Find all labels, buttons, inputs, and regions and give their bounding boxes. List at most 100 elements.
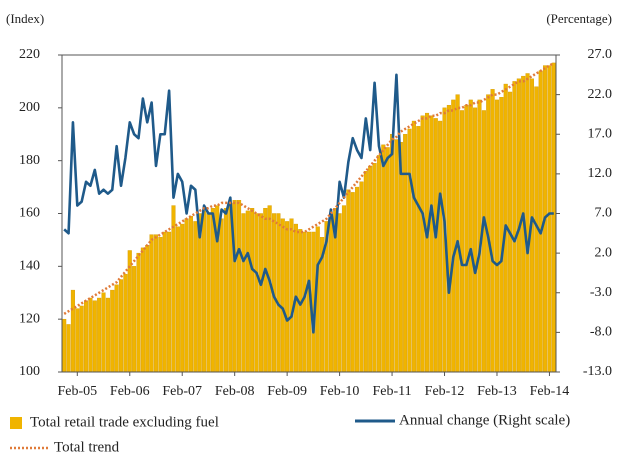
line (63, 73, 554, 334)
bar (180, 223, 185, 373)
y2-tick-label: -3.0 (590, 285, 612, 300)
bar (162, 231, 167, 373)
bar (438, 120, 443, 373)
x-tick-label: Feb-09 (267, 384, 307, 399)
bar (105, 297, 110, 373)
bar (302, 231, 307, 373)
bar (250, 208, 255, 373)
bar (337, 213, 342, 373)
bar (512, 81, 517, 373)
bar (547, 65, 552, 373)
x-tick-label: Feb-10 (320, 384, 360, 399)
bar (241, 213, 246, 373)
bar (446, 104, 451, 373)
bar (433, 118, 438, 373)
x-tick-label: Feb-13 (477, 384, 517, 399)
bar (429, 115, 434, 373)
bar (62, 318, 67, 373)
bar (385, 147, 390, 373)
bar (97, 297, 102, 373)
bar (219, 218, 224, 373)
y2-axis-label: (Percentage) (546, 11, 612, 26)
bar (70, 289, 75, 373)
bar (468, 99, 473, 373)
bar (350, 192, 355, 373)
bar (258, 213, 263, 373)
bar (381, 144, 386, 373)
bar (175, 226, 180, 373)
bar (525, 73, 530, 373)
bar (123, 274, 128, 373)
y-axis-label: (Index) (6, 11, 44, 26)
bar (171, 205, 176, 373)
bar (184, 218, 189, 373)
y-tick-label: 140 (19, 259, 40, 274)
bar (136, 252, 141, 373)
legend-label: Total retail trade excluding fuel (30, 414, 219, 430)
bar (101, 292, 106, 373)
bar (149, 234, 154, 373)
y2-tick-label: 17.0 (588, 126, 613, 141)
bar (66, 324, 71, 373)
bar (398, 141, 403, 373)
bar (420, 115, 425, 373)
y-tick-label: 180 (19, 153, 40, 168)
bar (127, 250, 132, 373)
bar (451, 99, 456, 373)
bar (464, 104, 469, 373)
bar (140, 247, 145, 373)
bar (394, 139, 399, 373)
bar (75, 308, 80, 373)
bar (110, 289, 115, 373)
bar (376, 155, 381, 373)
bar (411, 120, 416, 373)
x-tick-label: Feb-08 (215, 384, 255, 399)
bar (289, 218, 294, 373)
bar (551, 62, 556, 373)
y2-tick-label: 22.0 (588, 87, 613, 102)
bar (254, 213, 259, 373)
bar (416, 126, 421, 373)
x-tick-label: Feb-06 (110, 384, 150, 399)
legend-label: Annual change (Right scale) (399, 412, 570, 428)
x-tick-label: Feb-07 (162, 384, 202, 399)
bar (237, 200, 242, 373)
bar (355, 186, 360, 373)
bar (210, 208, 215, 373)
bar (285, 221, 290, 373)
bar (481, 110, 486, 373)
legend-swatch (10, 417, 22, 429)
y2-tick-label: 12.0 (588, 166, 613, 181)
bar (92, 300, 97, 373)
bar (280, 218, 285, 373)
bar (390, 134, 395, 373)
y-tick-label: 220 (19, 47, 40, 62)
bar (346, 189, 351, 373)
bar (193, 221, 198, 373)
bar (359, 181, 364, 373)
bar (372, 163, 377, 373)
bar (490, 89, 495, 373)
x-tick-label: Feb-11 (372, 384, 411, 399)
y-tick-label: 120 (19, 311, 40, 326)
bar (118, 279, 124, 373)
bar (276, 213, 281, 373)
x-tick-label: Feb-14 (530, 384, 570, 399)
bar (538, 70, 543, 373)
bar (328, 218, 333, 373)
y-tick-label: 100 (19, 364, 40, 379)
bar (403, 134, 408, 373)
bar (145, 244, 150, 373)
trend-line (63, 61, 555, 315)
x-tick-label: Feb-05 (57, 384, 97, 399)
bar (132, 266, 137, 373)
x-tick-label: Feb-12 (425, 384, 465, 399)
y-tick-label: 160 (19, 206, 40, 221)
bar (167, 231, 172, 373)
y2-tick-label: -13.0 (583, 364, 612, 379)
bar (114, 284, 119, 373)
y2-tick-label: 27.0 (588, 47, 613, 62)
bar (407, 128, 412, 373)
bar (245, 210, 250, 373)
